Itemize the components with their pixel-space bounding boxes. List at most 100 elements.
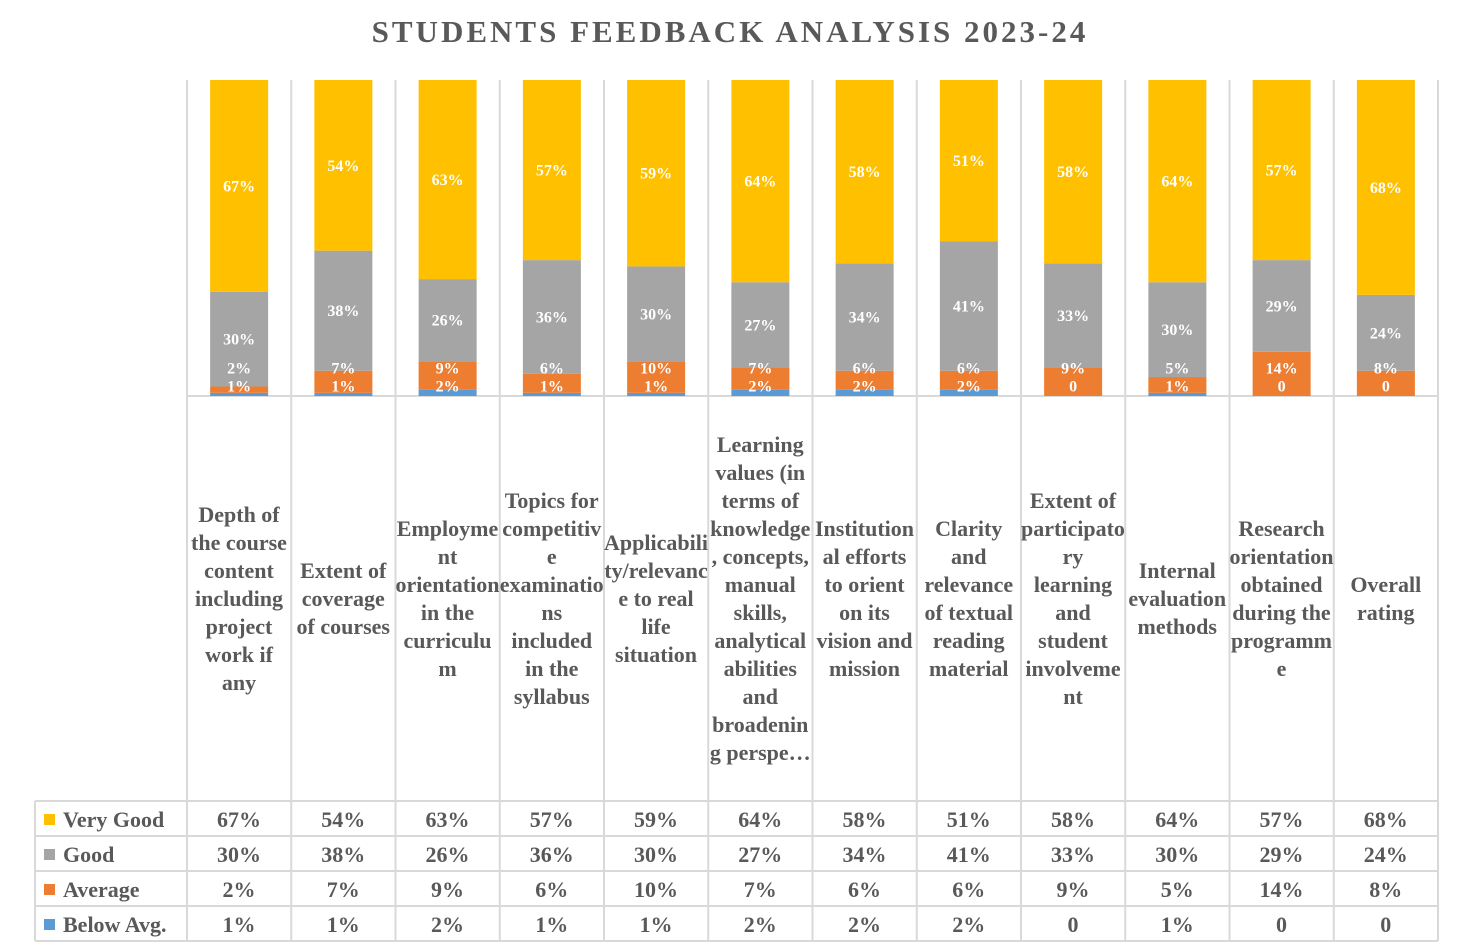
data-label: 57% — [536, 163, 568, 180]
bar-segment-very-good — [1148, 80, 1207, 283]
table-cell: 64% — [1155, 806, 1200, 832]
data-label: 51% — [953, 153, 985, 170]
bar-segment-good — [314, 250, 373, 371]
table-cell: 63% — [425, 806, 470, 832]
table-cell: 54% — [321, 806, 366, 832]
data-label: 7% — [331, 361, 355, 378]
category-label: Depth of the course content including pr… — [191, 502, 287, 695]
table-cell: 6% — [535, 876, 569, 902]
data-label: 57% — [1266, 163, 1298, 180]
data-label: 2% — [227, 361, 251, 378]
bar-segment-below-avg- — [731, 389, 790, 396]
category-label: Research orientation obtained during the… — [1229, 516, 1334, 681]
category-label: Learning values (in terms of knowledge, … — [709, 432, 811, 765]
bar-segment-good — [1356, 294, 1415, 371]
data-label: 9% — [436, 361, 460, 378]
table-cell: 1% — [222, 911, 256, 937]
bar-segment-below-avg- — [210, 392, 269, 396]
data-label: 29% — [1266, 298, 1298, 315]
category-label: Applicability/relevance to real life sit… — [604, 530, 708, 667]
data-label: 0 — [1278, 379, 1286, 396]
table-cell: 64% — [738, 806, 783, 832]
table-cell: 2% — [431, 911, 464, 937]
table-cell: 14% — [1259, 876, 1304, 902]
bar-segment-below-avg- — [939, 389, 998, 396]
legend-key-icon — [44, 919, 55, 930]
table-cell: 9% — [1056, 876, 1090, 902]
data-label: 0 — [1382, 379, 1390, 396]
table-cell: 0 — [1380, 911, 1392, 937]
table-cell: 38% — [321, 841, 366, 867]
table-cell: 29% — [1259, 841, 1304, 867]
table-cell: 2% — [848, 911, 881, 937]
bar-segment-average — [522, 373, 581, 393]
data-label: 6% — [540, 361, 564, 378]
data-label: 1% — [227, 379, 251, 396]
bar-segment-below-avg- — [522, 392, 581, 396]
bar-segment-average — [731, 367, 790, 390]
data-label: 2% — [748, 379, 772, 396]
data-label: 24% — [1370, 325, 1402, 342]
bar-segment-average — [939, 370, 998, 390]
bar-segment-good — [1148, 282, 1207, 378]
table-cell: 58% — [1051, 806, 1095, 832]
bar-segment-below-avg- — [418, 389, 477, 396]
data-label: 1% — [540, 379, 564, 396]
bar-segment-very-good — [1356, 80, 1415, 295]
bar-segment-good — [627, 266, 686, 362]
legend-key-icon — [44, 814, 55, 825]
legend-entry: Average — [35, 872, 187, 907]
legend-label: Average — [63, 876, 140, 902]
bar-segment-good — [835, 263, 894, 371]
table-cell: 1% — [1160, 911, 1194, 937]
data-label: 67% — [223, 178, 255, 195]
legend-key-icon — [44, 884, 55, 895]
bar-segment-good — [731, 282, 790, 368]
table-cell: 27% — [738, 841, 783, 867]
data-label: 63% — [432, 172, 464, 189]
bar-segment-below-avg- — [314, 392, 373, 396]
data-label: 26% — [432, 313, 464, 330]
data-label: 2% — [436, 379, 460, 396]
data-label: 36% — [536, 310, 568, 327]
data-label: 27% — [744, 317, 776, 334]
data-label: 8% — [1374, 361, 1398, 378]
category-label: Overall rating — [1350, 572, 1422, 625]
bar-segment-very-good — [835, 80, 894, 264]
table-cell: 2% — [222, 876, 256, 902]
bar-segment-average — [1148, 377, 1207, 393]
table-cell: 6% — [848, 876, 881, 902]
data-label: 0 — [1069, 379, 1077, 396]
data-label: 6% — [957, 361, 981, 378]
data-label: 2% — [853, 379, 877, 396]
table-cell: 2% — [743, 911, 777, 937]
category-label: Institutional efforts to orient on its v… — [814, 516, 915, 681]
table-cell: 2% — [952, 911, 986, 937]
category-label: Employment orientation in the curriculum — [395, 516, 500, 681]
bar-segment-very-good — [1252, 80, 1311, 261]
table-cell: 33% — [1051, 841, 1095, 867]
table-cell: 1% — [535, 911, 569, 937]
bar-segment-very-good — [314, 80, 373, 251]
data-label: 1% — [331, 379, 355, 396]
legend-entry: Very Good — [35, 802, 187, 837]
data-label: 6% — [853, 361, 877, 378]
table-cell: 5% — [1160, 876, 1194, 902]
bar-segment-good — [1252, 260, 1311, 352]
table-cell: 0 — [1276, 911, 1287, 937]
category-label: Extent of coverage of courses — [296, 558, 390, 639]
bar-segment-very-good — [522, 80, 581, 261]
data-label: 64% — [1161, 174, 1193, 191]
table-cell: 51% — [946, 806, 991, 832]
table-cell: 41% — [946, 841, 991, 867]
data-label: 5% — [1165, 361, 1189, 378]
table-cell: 10% — [634, 876, 678, 902]
bar-segment-good — [939, 241, 998, 371]
data-label: 54% — [327, 158, 359, 175]
category-label: Internal evaluation methods — [1128, 558, 1227, 639]
table-cell: 1% — [326, 911, 360, 937]
legend-key-icon — [44, 849, 55, 860]
data-label: 30% — [1161, 322, 1193, 339]
bar-segment-very-good — [1044, 80, 1103, 264]
